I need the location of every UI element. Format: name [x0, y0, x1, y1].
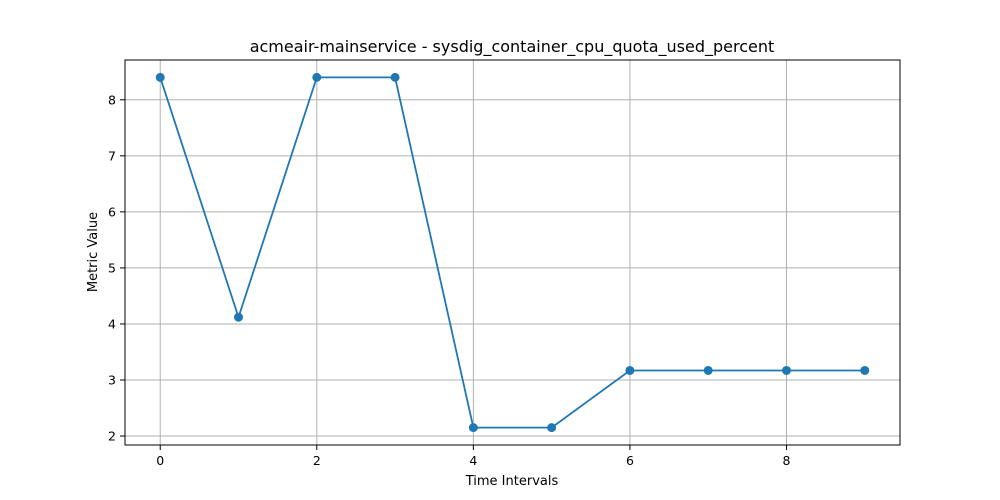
data-point — [390, 72, 400, 82]
data-point — [312, 72, 322, 82]
chart-title: acmeair-mainservice - sysdig_container_c… — [250, 37, 775, 57]
y-tick-label: 6 — [108, 204, 116, 219]
data-point — [781, 365, 791, 375]
y-tick-label: 7 — [108, 148, 116, 163]
y-tick-label: 5 — [108, 260, 116, 275]
y-tick-label: 3 — [108, 372, 116, 387]
data-point — [703, 365, 713, 375]
data-point — [625, 365, 635, 375]
axis-ticks: 0 2 4 6 8 2 3 4 5 6 7 8 — [108, 92, 790, 468]
x-tick-label: 8 — [783, 453, 791, 468]
series-layer — [155, 72, 870, 433]
grid-lines — [125, 60, 900, 445]
y-axis-label: Metric Value — [86, 212, 101, 292]
y-tick-label: 2 — [108, 429, 116, 444]
x-tick-label: 6 — [626, 453, 634, 468]
data-point — [468, 423, 478, 433]
y-tick-label: 8 — [108, 92, 116, 107]
data-point — [234, 312, 244, 322]
data-point — [860, 365, 870, 375]
y-tick-label: 4 — [108, 316, 116, 331]
data-point — [547, 423, 557, 433]
x-tick-label: 0 — [156, 453, 164, 468]
plot-frame — [124, 59, 901, 446]
series-line — [159, 76, 865, 429]
x-axis-label: Time Intervals — [465, 474, 559, 489]
data-point — [155, 72, 165, 82]
x-tick-label: 4 — [469, 453, 477, 468]
x-tick-label: 2 — [313, 453, 321, 468]
